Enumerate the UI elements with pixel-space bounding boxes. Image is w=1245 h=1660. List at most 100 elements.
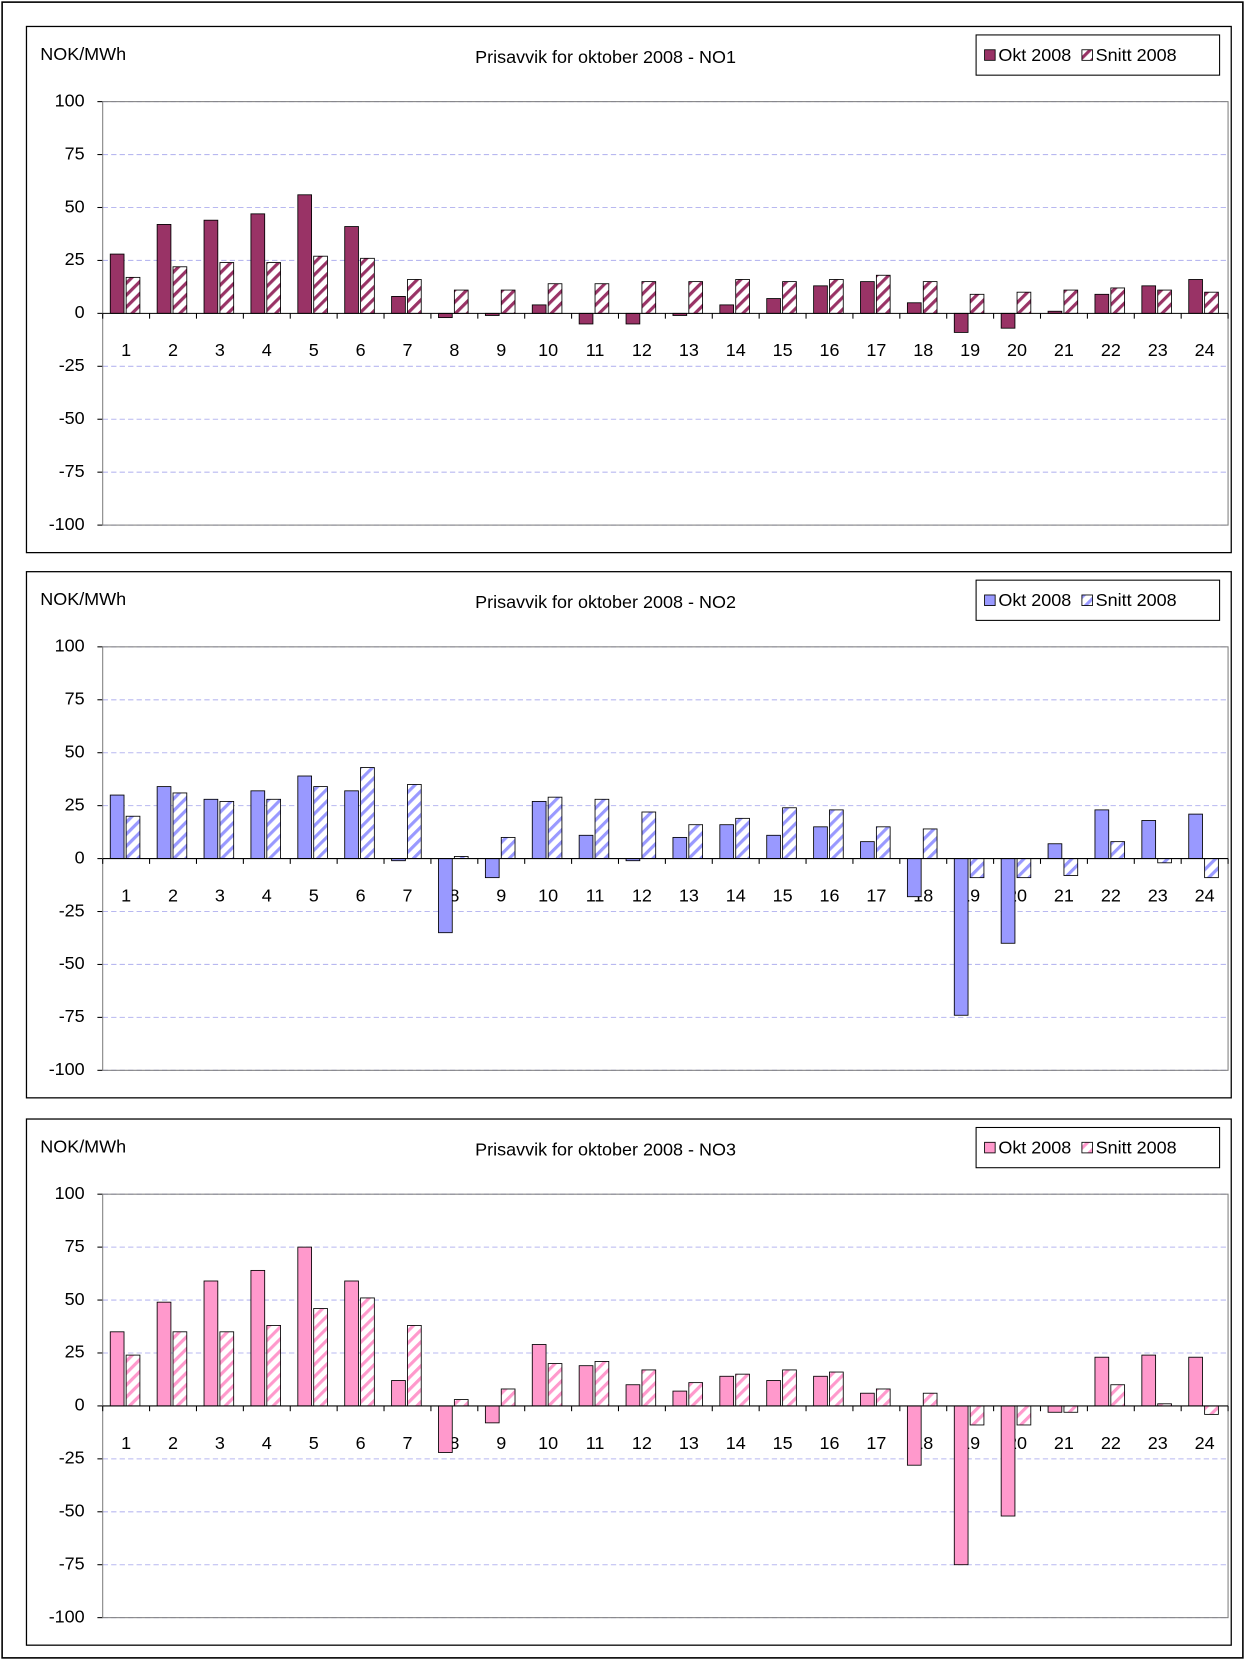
bar — [547, 283, 563, 314]
legend-swatch — [1081, 594, 1093, 606]
bar — [1188, 279, 1203, 314]
bar — [578, 834, 594, 860]
x-tick-label: 7 — [402, 885, 412, 905]
legend-label: Okt 2008 — [998, 590, 1071, 610]
bar — [391, 296, 406, 314]
bar — [360, 767, 375, 860]
bar — [625, 1384, 641, 1407]
x-tick-label: 6 — [356, 885, 366, 905]
y-axis-label: NOK/MWh — [40, 1136, 126, 1156]
y-tick-label: 100 — [55, 1183, 85, 1203]
bar — [594, 1361, 610, 1407]
y-tick-label: -100 — [49, 1059, 85, 1079]
bar — [297, 194, 313, 314]
bar — [125, 1354, 141, 1407]
bar — [203, 798, 219, 860]
y-tick-label: 50 — [65, 741, 85, 761]
x-tick-label: 22 — [1101, 340, 1121, 360]
bar — [156, 224, 172, 314]
y-tick-label: 50 — [65, 196, 85, 216]
chart-title: Prisavvik for oktober 2008 - NO2 — [475, 592, 736, 612]
bar — [906, 302, 922, 314]
bar — [266, 1325, 281, 1407]
bar — [953, 312, 969, 333]
bar — [1188, 1356, 1203, 1407]
y-tick-label: 0 — [75, 1395, 85, 1415]
bar — [688, 1382, 704, 1407]
bar — [782, 1369, 797, 1407]
bar — [531, 800, 547, 860]
bar — [906, 1405, 922, 1466]
bar — [766, 1380, 781, 1407]
bar — [1063, 289, 1079, 314]
bar — [625, 312, 641, 325]
bar — [172, 1331, 188, 1407]
x-tick-label: 4 — [262, 1433, 272, 1453]
y-tick-label: 50 — [65, 1289, 85, 1309]
bar — [266, 262, 281, 314]
x-tick-label: 5 — [309, 885, 319, 905]
legend-label: Okt 2008 — [998, 45, 1071, 65]
x-tick-label: 22 — [1101, 1433, 1121, 1453]
bar — [1047, 843, 1063, 860]
y-tick-label: -25 — [59, 1448, 85, 1468]
bar — [219, 262, 235, 314]
x-tick-label: 9 — [496, 885, 506, 905]
legend-label: Snitt 2008 — [1096, 45, 1177, 65]
x-tick-label: 16 — [819, 885, 839, 905]
bar — [1000, 858, 1016, 944]
bar — [360, 257, 375, 314]
bar — [219, 1331, 235, 1407]
x-tick-label: 13 — [679, 1433, 699, 1453]
y-tick-label: 0 — [75, 847, 85, 867]
x-tick-label: 8 — [449, 885, 459, 905]
bar — [1016, 858, 1032, 879]
x-tick-label: 21 — [1054, 340, 1074, 360]
x-tick-label: 16 — [819, 1433, 839, 1453]
x-tick-label: 13 — [679, 340, 699, 360]
legend-box — [975, 1126, 1221, 1169]
x-tick-label: 23 — [1148, 340, 1168, 360]
bar — [594, 798, 610, 860]
x-tick-label: 12 — [632, 340, 652, 360]
bar — [672, 1390, 688, 1407]
legend-box — [975, 579, 1221, 621]
bar — [531, 1344, 547, 1407]
chart-title: Prisavvik for oktober 2008 - NO1 — [475, 47, 736, 67]
bar — [1110, 1384, 1126, 1407]
bar — [125, 815, 141, 860]
bar — [1204, 858, 1219, 879]
bar — [641, 811, 657, 860]
y-tick-label: 25 — [65, 1342, 85, 1362]
bar — [438, 1405, 453, 1453]
legend-label: Snitt 2008 — [1096, 1137, 1177, 1157]
bar — [109, 794, 125, 860]
y-tick-label: -25 — [59, 900, 85, 920]
y-tick-label: 75 — [65, 143, 85, 163]
x-tick-label: 14 — [726, 1433, 746, 1453]
x-tick-label: 3 — [215, 1433, 225, 1453]
y-axis-label: NOK/MWh — [40, 44, 126, 64]
bar — [156, 786, 172, 860]
legend-swatch — [1081, 49, 1093, 61]
x-tick-label: 19 — [960, 340, 980, 360]
bar — [969, 858, 985, 879]
bar — [484, 1405, 500, 1424]
y-tick-label: -25 — [59, 355, 85, 375]
x-tick-label: 9 — [496, 340, 506, 360]
bar — [688, 281, 704, 314]
x-tick-label: 12 — [632, 1433, 652, 1453]
bar — [1188, 813, 1203, 860]
bar — [1157, 858, 1172, 864]
x-tick-label: 17 — [866, 340, 886, 360]
x-tick-label: 23 — [1148, 885, 1168, 905]
x-tick-label: 24 — [1195, 885, 1215, 905]
legend-label: Okt 2008 — [998, 1137, 1071, 1157]
bar — [922, 828, 938, 860]
x-tick-label: 2 — [168, 885, 178, 905]
x-tick-label: 21 — [1054, 1433, 1074, 1453]
bar — [1204, 1405, 1219, 1415]
x-tick-label: 10 — [538, 1433, 558, 1453]
x-tick-label: 1 — [121, 1433, 131, 1453]
